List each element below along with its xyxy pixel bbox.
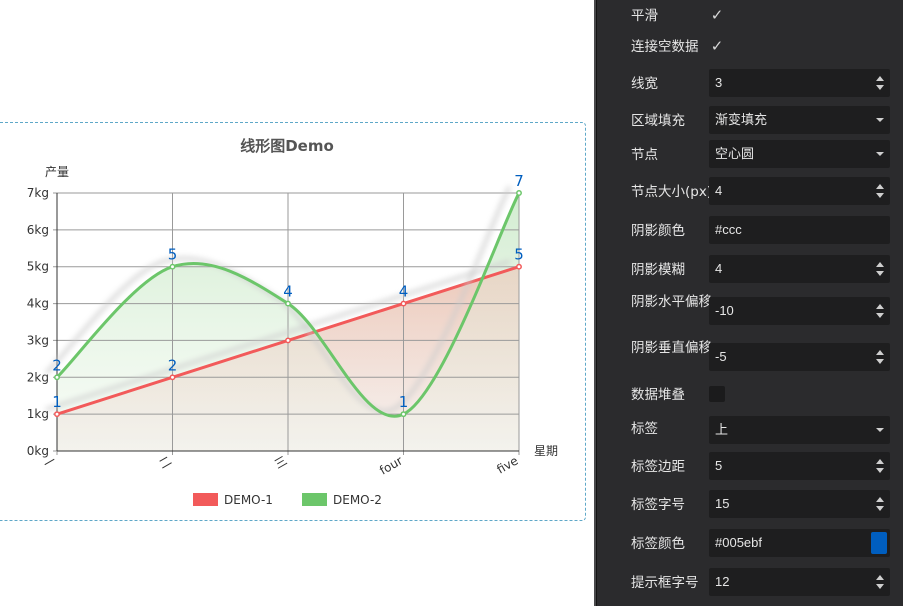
tooltip-font-input[interactable]: 12	[709, 568, 890, 596]
smooth-checkbox[interactable]: ✓	[710, 6, 724, 24]
chevron-down-icon	[876, 428, 884, 432]
data-point[interactable]	[400, 300, 407, 307]
data-point[interactable]	[516, 190, 522, 196]
shadow-y-stepper[interactable]	[876, 350, 884, 364]
smooth-label: 平滑	[631, 8, 658, 24]
chevron-down-icon	[876, 152, 884, 156]
color-swatch[interactable]	[871, 532, 887, 554]
area-fill-select[interactable]: 渐变填充	[709, 106, 890, 134]
shadow-x-label: 阴影水平偏移	[631, 294, 712, 310]
node-select[interactable]: 空心圆	[709, 140, 890, 168]
chevron-down-icon	[876, 118, 884, 122]
x-tick-label: four	[377, 453, 405, 477]
label-label: 标签	[631, 421, 658, 437]
shadow-x-input[interactable]: -10	[709, 297, 890, 325]
legend-label[interactable]: DEMO-1	[224, 493, 273, 507]
node-size-input[interactable]: 4	[709, 177, 890, 205]
x-axis-label: 星期	[534, 444, 558, 458]
label-font-input[interactable]: 15	[709, 490, 890, 518]
y-tick-label: 3kg	[27, 333, 49, 347]
data-label: 7	[514, 172, 524, 190]
y-tick-label: 2kg	[27, 370, 49, 384]
data-point[interactable]	[285, 337, 291, 344]
label-margin-label: 标签边距	[631, 459, 685, 475]
shadow-y-label: 阴影垂直偏移	[631, 340, 712, 356]
label-margin-input[interactable]: 5	[709, 452, 890, 480]
chart-title: 线形图Demo	[240, 137, 334, 155]
data-label: 1	[399, 393, 409, 411]
settings-panel: 平滑 ✓ 连接空数据 ✓ 线宽 3 区域填充 渐变填充 节点 空心圆 节点大小(…	[596, 0, 903, 606]
data-point[interactable]	[169, 263, 176, 270]
label-position-select[interactable]: 上	[709, 416, 890, 444]
x-tick-label: five	[494, 453, 520, 476]
node-size-label: 节点大小(px)	[631, 184, 713, 200]
shadow-blur-label: 阴影模糊	[631, 262, 685, 278]
shadow-y-input[interactable]: -5	[709, 343, 890, 371]
data-label: 4	[283, 283, 293, 301]
shadow-x-stepper[interactable]	[876, 304, 884, 318]
tooltip-font-stepper[interactable]	[876, 575, 884, 589]
area-fill-label: 区域填充	[631, 113, 685, 129]
y-tick-label: 5kg	[27, 260, 49, 274]
tooltip-font-label: 提示框字号	[631, 575, 699, 591]
node-size-stepper[interactable]	[876, 184, 884, 198]
series-line-2	[55, 191, 521, 418]
stack-label: 数据堆叠	[631, 387, 685, 403]
data-label: 2	[168, 356, 178, 374]
y-axis-label: 产量	[45, 165, 69, 179]
legend-label[interactable]: DEMO-2	[333, 493, 382, 507]
shadow-blur-input[interactable]: 4	[709, 255, 890, 283]
y-tick-label: 7kg	[27, 186, 49, 200]
data-point[interactable]	[54, 411, 60, 418]
y-tick-label: 1kg	[27, 407, 49, 421]
panel-divider	[594, 0, 596, 606]
connect-null-checkbox[interactable]: ✓	[710, 37, 724, 55]
x-tick-label: 二	[157, 453, 174, 471]
label-font-label: 标签字号	[631, 497, 685, 513]
shadow-color-label: 阴影颜色	[631, 223, 685, 239]
data-label: 4	[399, 283, 409, 301]
stack-checkbox[interactable]	[709, 386, 725, 402]
data-label: 1	[52, 393, 62, 411]
y-tick-label: 4kg	[27, 297, 49, 311]
data-point[interactable]	[400, 411, 407, 418]
data-point[interactable]	[169, 374, 176, 381]
y-tick-label: 6kg	[27, 223, 49, 237]
label-color-input[interactable]: #005ebf	[709, 529, 890, 557]
y-tick-label: 0kg	[27, 444, 49, 458]
x-tick-label: 三	[272, 453, 289, 471]
data-point[interactable]	[285, 300, 291, 307]
data-point[interactable]	[516, 263, 522, 270]
legend-swatch[interactable]	[302, 493, 327, 506]
data-point[interactable]	[54, 374, 60, 381]
line-width-stepper[interactable]	[876, 76, 884, 90]
line-width-input[interactable]: 3	[709, 69, 890, 97]
node-label: 节点	[631, 147, 658, 163]
legend-swatch[interactable]	[193, 493, 218, 506]
label-color-label: 标签颜色	[631, 536, 685, 552]
data-label: 2	[52, 356, 62, 374]
label-font-stepper[interactable]	[876, 497, 884, 511]
chart-card: 线形图Demo 产量 星期 0kg 1kg 2kg 3kg 4kg 5kg 6kg 7kg 一…	[0, 122, 586, 521]
data-label: 5	[514, 246, 524, 264]
line-width-label: 线宽	[631, 76, 658, 92]
shadow-blur-stepper[interactable]	[876, 262, 884, 276]
label-margin-stepper[interactable]	[876, 459, 884, 473]
shadow-color-input[interactable]: #ccc	[709, 216, 890, 244]
connect-null-label: 连接空数据	[631, 39, 699, 55]
data-label: 5	[168, 246, 178, 264]
